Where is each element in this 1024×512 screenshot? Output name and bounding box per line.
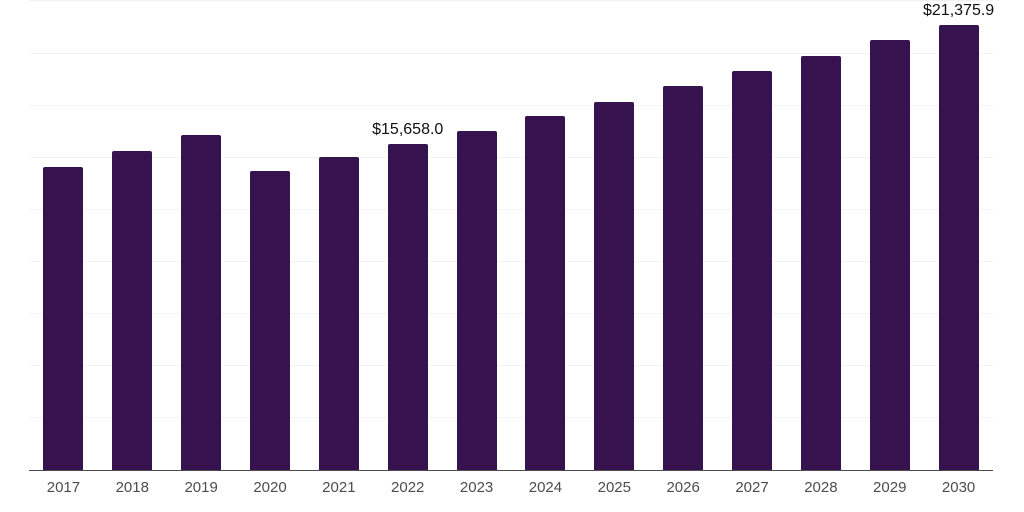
- gridline-17500: [29, 104, 993, 106]
- x-tick-2017: 2017: [46, 479, 81, 496]
- band-2025: [580, 0, 649, 470]
- bar-2023[interactable]: [456, 130, 497, 470]
- band-2029: [855, 0, 924, 470]
- x-tick-2029: 2029: [873, 479, 907, 496]
- gridline-2500: [29, 416, 993, 418]
- x-tick-2021: 2021: [322, 479, 356, 496]
- x-tick-2028: 2028: [804, 479, 838, 496]
- band-2024: [511, 0, 580, 470]
- band-2028: [786, 0, 855, 470]
- bar-2017[interactable]: [43, 167, 84, 470]
- gridline-5000: [29, 364, 993, 366]
- band-2030: $21,375.9: [923, 0, 994, 470]
- gridline-22500: [29, 0, 993, 2]
- x-tick-2026: 2026: [666, 479, 700, 496]
- band-2026: [649, 0, 718, 470]
- x-tick-2019: 2019: [184, 479, 218, 496]
- x-tick-2022: 2022: [391, 479, 425, 496]
- gridline-7500: [29, 312, 993, 314]
- bar-2022[interactable]: $15,658.0: [372, 121, 443, 470]
- bar-2019[interactable]: [181, 135, 222, 470]
- bars-container: $15,658.0 $21,375.9: [29, 0, 994, 470]
- bar-2025[interactable]: [594, 102, 635, 470]
- bar-2028[interactable]: [800, 56, 841, 470]
- x-tick-2024: 2024: [528, 479, 563, 496]
- bar-2018[interactable]: [112, 151, 153, 470]
- x-tick-2018: 2018: [115, 479, 149, 496]
- gridline-15000: [29, 156, 993, 158]
- band-2021: [304, 0, 373, 470]
- band-2020: [236, 0, 305, 470]
- bar-2027[interactable]: [732, 71, 773, 470]
- bar-2029[interactable]: [869, 40, 910, 470]
- x-tick-2023: 2023: [459, 479, 494, 496]
- bar-2020[interactable]: [250, 170, 290, 470]
- band-2027: [718, 0, 787, 470]
- x-tick-2025: 2025: [597, 479, 631, 496]
- x-tick-2030: 2030: [941, 479, 976, 496]
- bar-2026[interactable]: [663, 86, 704, 470]
- x-tick-2027: 2027: [735, 479, 769, 496]
- band-2019: [167, 0, 236, 470]
- gridline-20000: [29, 52, 993, 54]
- gridline-10000: [29, 260, 993, 262]
- band-2017: [29, 0, 98, 470]
- gridline-12500: [29, 208, 993, 210]
- bar-2024[interactable]: [525, 116, 566, 470]
- x-tick-2020: 2020: [253, 479, 287, 496]
- bar-value-label-2030: $21,375.9: [923, 1, 995, 19]
- bar-2030[interactable]: $21,375.9: [923, 2, 994, 470]
- band-2023: [442, 0, 511, 470]
- band-2018: [98, 0, 167, 470]
- plot-area: $15,658.0 $21,375.9: [29, 0, 994, 471]
- bar-value-label-2022: $15,658.0: [372, 120, 444, 138]
- bar-2021[interactable]: [318, 157, 359, 470]
- x-axis-labels: 2017 2018 2019 2020 2021 2022 2023 2024 2025 2026…: [29, 479, 993, 496]
- band-2022: $15,658.0: [372, 0, 443, 470]
